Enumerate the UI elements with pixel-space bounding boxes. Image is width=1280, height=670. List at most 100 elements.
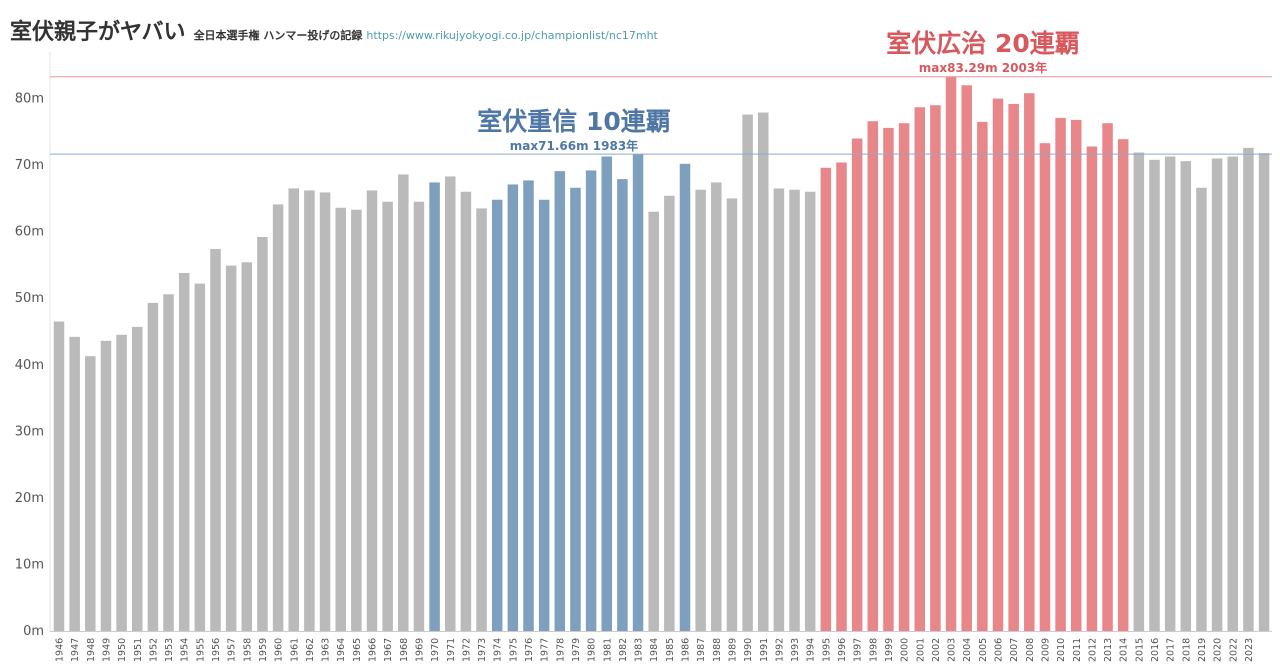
y-tick-label: 20m [15,491,44,506]
x-tick-label: 1997 [853,638,864,662]
y-tick-label: 10m [15,557,44,572]
x-tick-label: 1947 [70,638,81,662]
bar-1972 [460,191,472,631]
y-tick-label: 80m [15,92,44,107]
x-tick-label: 1969 [414,638,425,662]
bar-1966 [366,190,378,631]
y-tick-label: 40m [15,358,44,373]
bar-1992 [773,188,785,631]
bar-1990 [742,114,753,631]
bar-1977 [538,199,550,632]
x-tick-label: 1995 [821,638,832,662]
x-tick-label: 2007 [1009,638,1020,662]
y-tick-label: 0m [23,624,44,639]
bar-1964 [335,207,346,632]
bar-1974 [491,199,503,632]
y-tick-label: 70m [15,158,44,173]
x-tick-label: 1966 [368,638,379,662]
x-tick-label: 1985 [665,638,676,662]
bar-1970 [429,182,440,631]
koji-annotation-sub: max83.29m 2003年 [919,60,1047,75]
x-tick-label: 1980 [587,638,598,662]
x-tick-label: 1954 [180,638,191,662]
bar-2010 [1055,117,1066,631]
bar-1987 [695,189,706,631]
bars [53,76,1270,632]
x-tick-label: 1993 [790,638,801,662]
x-tick-label: 1948 [86,638,97,662]
x-tick-label: 1987 [696,638,707,662]
x-tick-label: 2020 [1213,638,1224,662]
bar-1949 [100,340,112,631]
bar-1960 [272,204,284,631]
bar-1998 [867,121,879,632]
x-tick-label: 2013 [1103,638,1114,662]
x-tick-label: 1961 [289,638,300,662]
x-tick-label: 2012 [1087,638,1098,662]
x-tick-label: 1960 [274,638,285,662]
bar-2019 [1196,187,1207,631]
x-tick-label: 1967 [383,638,394,662]
bar-1956 [210,248,221,632]
bar-1975 [507,184,519,631]
chart-subtitle: 全日本選手権 ハンマー投げの記録 [193,29,363,42]
bar-2005 [977,121,988,631]
x-tick-label: 2005 [978,638,989,662]
x-tick-label: 2004 [962,638,973,662]
bar-1969 [413,201,425,632]
x-tick-label: 1983 [634,638,645,662]
x-tick-label: 1984 [649,638,660,662]
bar-1951 [132,326,143,631]
x-tick-label: 1976 [524,638,535,662]
koji-annotation-title: 室伏広治 20連覇 [886,29,1080,58]
x-tick-label: 2014 [1119,638,1130,662]
bar-1995 [820,167,832,632]
x-tick-label: 1975 [508,638,519,662]
x-tick-label: 1953 [164,638,175,662]
x-tick-label: 1968 [399,638,410,662]
bar-1986 [679,163,691,631]
x-tick-label: 1981 [602,638,613,662]
x-tick-label: 2006 [994,638,1005,662]
bar-1982 [617,179,628,632]
bar-1967 [382,201,393,632]
bar-1968 [398,174,409,631]
bar-1980 [585,170,597,631]
x-tick-label: 1952 [148,638,159,662]
bar-2022 [1227,156,1238,632]
x-tick-label: 1956 [211,638,222,662]
x-tick-label: 1991 [759,638,770,662]
bar-2006 [992,98,1004,632]
x-tick-label: 1996 [837,638,848,662]
x-tick-label: 1970 [430,638,441,662]
bar-1981 [601,156,612,632]
bar-2015 [1133,152,1145,632]
source-link[interactable]: https://www.rikujyokyogi.co.jp/championl… [366,29,658,42]
bar-1976 [523,180,534,631]
x-tick-label: 2008 [1025,638,1036,662]
bar-2017 [1164,156,1176,632]
bar-1984 [648,211,659,631]
x-tick-label: 1955 [195,638,206,662]
bar-1958 [241,262,253,631]
bar-2016 [1149,159,1160,631]
bar-1952 [147,302,159,631]
bar-2003 [945,76,957,631]
bar-2012 [1086,146,1098,631]
bar-2008 [1024,93,1035,631]
bar-1989 [726,198,738,631]
x-tick-label: 1963 [321,638,332,662]
y-tick-label: 60m [15,225,44,240]
bar-2023 [1243,147,1254,631]
x-tick-label: 2009 [1040,638,1051,662]
chart-title: 室伏親子がヤバい [10,20,186,45]
bar-2001 [914,107,925,632]
bar-1973 [476,208,487,631]
bar-2018 [1180,161,1192,631]
x-tick-label: 2016 [1150,638,1161,662]
x-tick-label: 1994 [806,638,817,662]
x-tick-label: 1971 [446,638,457,662]
bar-1994 [804,191,816,631]
